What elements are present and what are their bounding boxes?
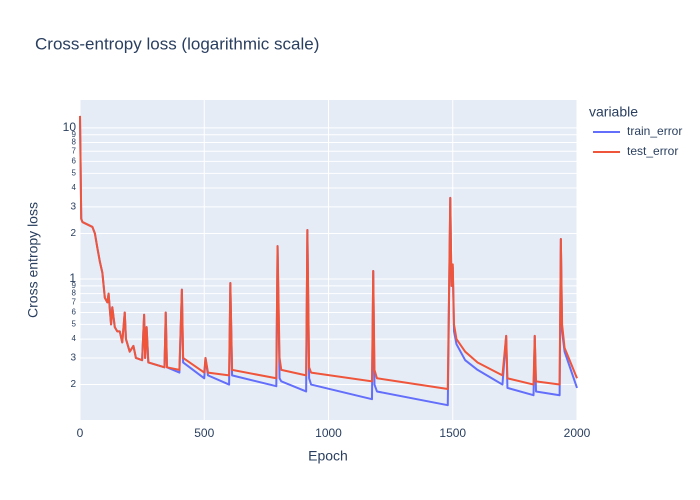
y-tick-label: 10	[63, 120, 77, 134]
x-tick-label: 1000	[315, 426, 342, 440]
y-tick-label: 5	[72, 320, 77, 329]
y-tick-label: 9	[72, 130, 77, 139]
y-tick-label: 7	[72, 146, 77, 155]
y-tick-label: 6	[72, 157, 77, 166]
y-tick-label: 9	[72, 281, 77, 290]
x-axis-label: Epoch	[308, 448, 348, 464]
y-tick-label: 2	[70, 228, 76, 239]
y-tick-label: 8	[72, 289, 77, 298]
y-axis-label: Cross entropy loss	[25, 202, 41, 318]
x-tick-label: 0	[77, 426, 84, 440]
y-tick-label: 3	[70, 353, 76, 364]
line	[79, 115, 578, 390]
legend-title: variable	[589, 104, 638, 120]
y-tick-label: 1	[69, 271, 76, 285]
y-tick-label: 4	[72, 334, 77, 343]
x-tick-label: 2000	[564, 426, 591, 440]
chart-title: Cross-entropy loss (logarithmic scale)	[35, 34, 319, 53]
y-tick-label: 3	[70, 202, 76, 213]
legend-label: train_error	[627, 124, 682, 138]
y-tick-label: 2	[70, 379, 76, 390]
y-tick-label: 5	[72, 168, 77, 177]
y-tick-label: 4	[72, 183, 77, 192]
y-tick-label: 6	[72, 308, 77, 317]
y-tick-label: 7	[72, 297, 77, 306]
legend-label: test_error	[627, 144, 678, 158]
y-tick-label: 8	[72, 138, 77, 147]
x-tick-label: 500	[194, 426, 214, 440]
x-tick-label: 1500	[439, 426, 466, 440]
